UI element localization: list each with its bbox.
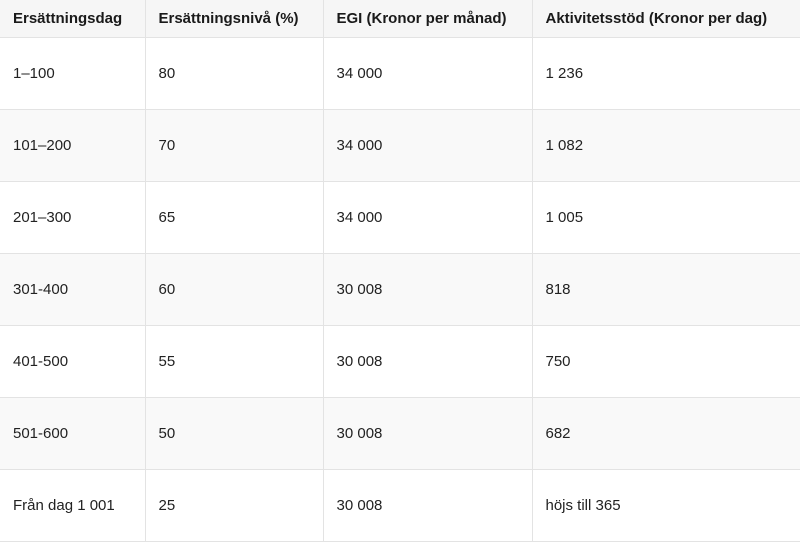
cell-egi: 30 008 [322,325,533,398]
cell-level: 80 [144,37,324,110]
cell-day: 301-400 [0,253,146,326]
cell-egi: 34 000 [322,181,533,254]
cell-egi: 30 008 [322,469,533,542]
cell-day: 101–200 [0,109,146,182]
table-row: 101–200 70 34 000 1 082 [0,109,800,182]
cell-day: 401-500 [0,325,146,398]
cell-level: 55 [144,325,324,398]
table-row: 301-400 60 30 008 818 [0,253,800,326]
cell-support: 750 [531,325,800,398]
cell-day: 1–100 [0,37,146,110]
cell-level: 70 [144,109,324,182]
cell-level: 25 [144,469,324,542]
cell-support: höjs till 365 [531,469,800,542]
cell-support: 1 082 [531,109,800,182]
table-row: 401-500 55 30 008 750 [0,325,800,398]
header-aktivitetsstod: Aktivitetsstöd (Kronor per dag) [531,0,800,38]
header-ersattningsniva: Ersättningsnivå (%) [144,0,324,38]
cell-day: 201–300 [0,181,146,254]
cell-level: 50 [144,397,324,470]
cell-egi: 34 000 [322,109,533,182]
cell-egi: 30 008 [322,253,533,326]
header-egi: EGI (Kronor per månad) [322,0,533,38]
cell-support: 1 005 [531,181,800,254]
header-row: Ersättningsdag Ersättningsnivå (%) EGI (… [0,0,800,38]
table-row: Från dag 1 001 25 30 008 höjs till 365 [0,469,800,542]
cell-day: Från dag 1 001 [0,469,146,542]
table-row: 501-600 50 30 008 682 [0,397,800,470]
table-row: 201–300 65 34 000 1 005 [0,181,800,254]
cell-support: 1 236 [531,37,800,110]
cell-level: 65 [144,181,324,254]
header-ersattningsdag: Ersättningsdag [0,0,146,38]
table-row: 1–100 80 34 000 1 236 [0,37,800,110]
cell-support: 682 [531,397,800,470]
cell-egi: 34 000 [322,37,533,110]
cell-day: 501-600 [0,397,146,470]
cell-support: 818 [531,253,800,326]
cell-egi: 30 008 [322,397,533,470]
cell-level: 60 [144,253,324,326]
